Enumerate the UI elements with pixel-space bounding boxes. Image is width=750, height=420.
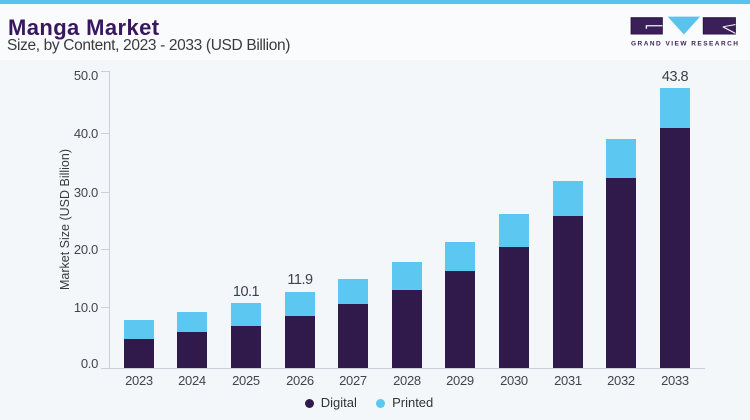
svg-text:GRAND VIEW RESEARCH: GRAND VIEW RESEARCH xyxy=(631,41,739,48)
